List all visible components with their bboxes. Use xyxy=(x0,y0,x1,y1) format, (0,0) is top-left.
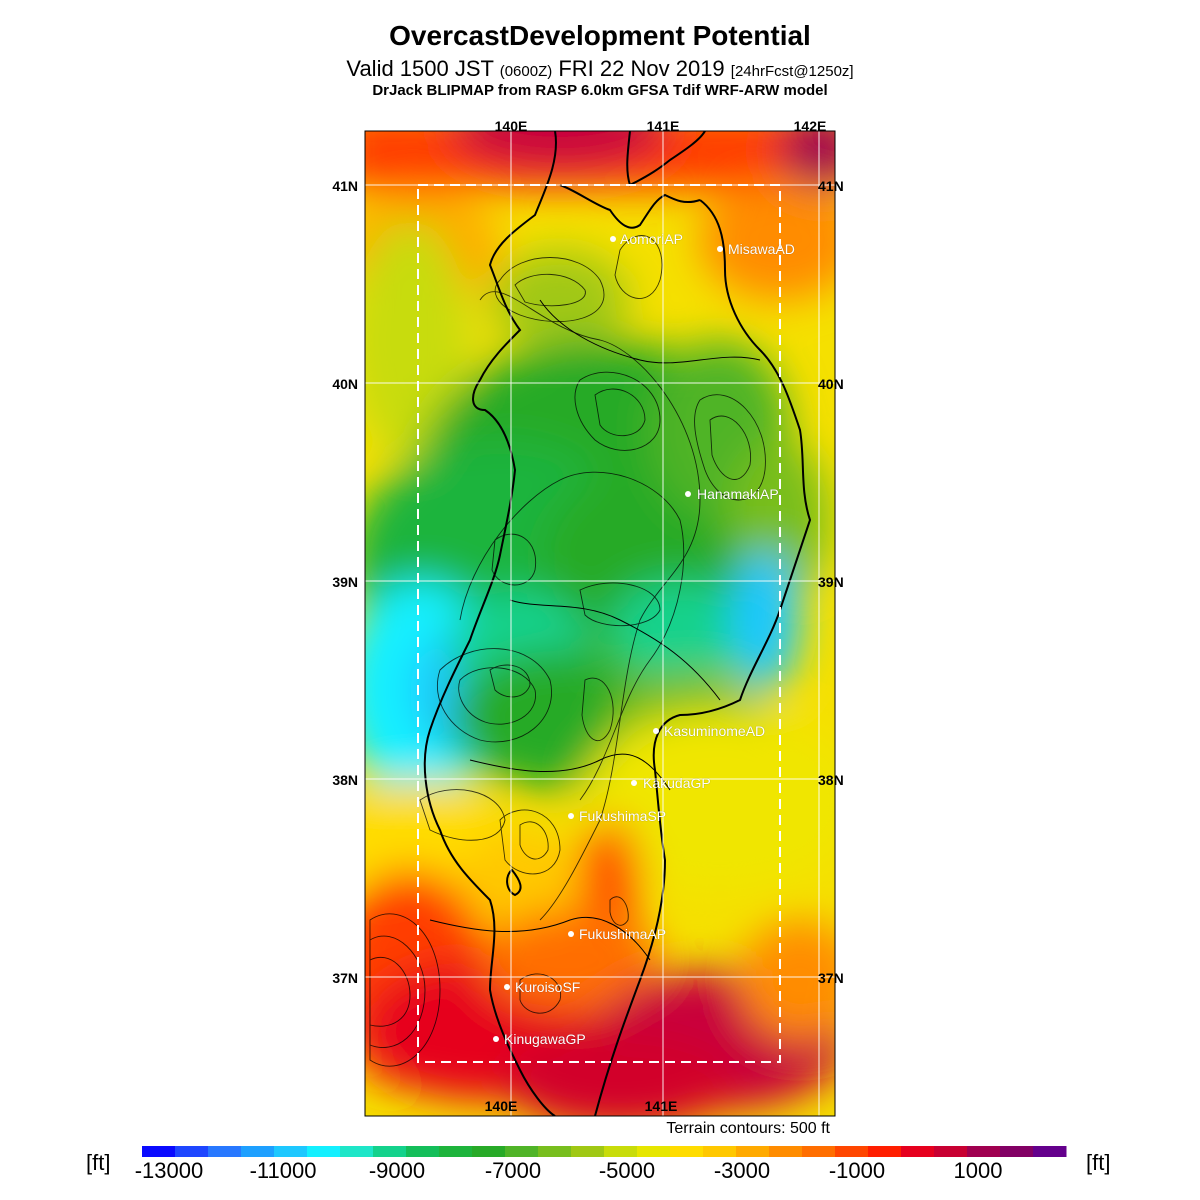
site-markers xyxy=(493,236,723,1042)
lon-label-140e-top: 140E xyxy=(494,118,528,134)
lon-label-140e-bottom: 140E xyxy=(484,1098,518,1114)
colorbar-swatch xyxy=(868,1146,902,1157)
legend-tick-label: -5000 xyxy=(598,1158,656,1183)
colorbar-swatch xyxy=(340,1146,374,1157)
colorbar-swatch xyxy=(439,1146,473,1157)
terrain-contour-note: Terrain contours: 500 ft xyxy=(666,1120,830,1137)
coastline xyxy=(423,131,812,1116)
marker-aomoriap xyxy=(610,236,616,242)
lat-label-37n-right: 37N xyxy=(818,970,844,986)
colorbar-swatch xyxy=(406,1146,440,1157)
colorbar-swatch xyxy=(1033,1146,1067,1157)
colorbar-swatch xyxy=(307,1146,341,1157)
marker-kuroisosf xyxy=(504,984,510,990)
colorbar-swatch xyxy=(1000,1146,1034,1157)
colorbar-swatch xyxy=(835,1146,869,1157)
lon-label-141e-bottom: 141E xyxy=(644,1098,678,1114)
map-title: OvercastDevelopment Potential xyxy=(389,20,811,51)
colorbar-swatch xyxy=(769,1146,803,1157)
map-frame xyxy=(364,130,836,1117)
marker-fukushimaap xyxy=(568,931,574,937)
colorbar xyxy=(142,1146,1067,1157)
lat-label-38n-left: 38N xyxy=(332,772,358,788)
colorbar-swatch xyxy=(670,1146,704,1157)
colorbar-swatch xyxy=(241,1146,275,1157)
valid-utc: (0600Z) xyxy=(499,63,553,80)
city-label-kakudagp: KakudaGP xyxy=(643,775,711,791)
inner-domain-box xyxy=(417,184,781,1063)
colorbar-swatch xyxy=(472,1146,506,1157)
city-label-kasuminomead: KasuminomeAD xyxy=(664,723,766,739)
legend-tick-label: -7000 xyxy=(484,1158,542,1183)
lon-label-141e-top: 141E xyxy=(646,118,680,134)
legend-unit-left: [ft] xyxy=(86,1150,111,1175)
legend-unit-right: [ft] xyxy=(1086,1150,1111,1175)
legend-tick-label: -9000 xyxy=(368,1158,426,1183)
marker-fukushimasp xyxy=(568,813,574,819)
marker-misawaad xyxy=(717,246,723,252)
lat-label-38n-right: 38N xyxy=(818,772,844,788)
colorbar-swatch xyxy=(604,1146,638,1157)
marker-hanamakiap xyxy=(685,491,691,497)
marker-kakudagp xyxy=(631,780,637,786)
legend-tick-label: -3000 xyxy=(713,1158,771,1183)
city-label-fukushimasp: FukushimaSP xyxy=(579,808,667,824)
colorbar-swatch xyxy=(802,1146,836,1157)
marker-kasuminomead xyxy=(653,728,659,734)
colorbar-swatch xyxy=(934,1146,968,1157)
city-label-misawaad: MisawaAD xyxy=(728,241,795,257)
colorbar-swatch xyxy=(505,1146,539,1157)
lat-label-40n-right: 40N xyxy=(818,376,844,392)
model-subtitle: DrJack BLIPMAP from RASP 6.0km GFSA Tdif… xyxy=(372,82,828,99)
lat-label-40n-left: 40N xyxy=(332,376,358,392)
colorbar-swatch xyxy=(175,1146,209,1157)
legend-tick-label: -13000 xyxy=(134,1158,204,1183)
city-label-aomoriap: AomoriAP xyxy=(620,231,684,247)
prefecture-lines xyxy=(429,299,761,961)
forecast-field xyxy=(365,131,835,1116)
city-label-kuroisosf: KuroisoSF xyxy=(515,979,581,995)
marker-kinugawagp xyxy=(493,1036,499,1042)
legend-tick-label: -11000 xyxy=(249,1158,317,1183)
legend-tick-label: -1000 xyxy=(828,1158,886,1183)
valid-main: Valid 1500 JST xyxy=(346,56,494,81)
lon-label-142e-top: 142E xyxy=(793,118,827,134)
lat-label-37n-left: 37N xyxy=(332,970,358,986)
colorbar-swatch xyxy=(538,1146,572,1157)
colorbar-swatch xyxy=(703,1146,737,1157)
colorbar-swatch xyxy=(637,1146,671,1157)
colorbar-swatch xyxy=(142,1146,176,1157)
lat-label-39n-left: 39N xyxy=(332,574,358,590)
colorbar-swatch xyxy=(373,1146,407,1157)
colorbar-swatch xyxy=(208,1146,242,1157)
lat-label-39n-right: 39N xyxy=(818,574,844,590)
legend-tick-label: 1000 xyxy=(953,1158,1003,1183)
valid-time-line: Valid 1500 JST (0600Z) FRI 22 Nov 2019 [… xyxy=(0,56,1200,82)
colorbar-swatch xyxy=(967,1146,1001,1157)
forecast-info: [24hrFcst@1250z] xyxy=(730,63,854,80)
terrain-contours xyxy=(369,235,766,1067)
colorbar-swatch xyxy=(571,1146,605,1157)
colorbar-swatch xyxy=(901,1146,935,1157)
colorbar-swatch xyxy=(736,1146,770,1157)
city-label-kinugawagp: KinugawaGP xyxy=(504,1031,586,1047)
lat-label-41n-right: 41N xyxy=(818,178,844,194)
valid-date: FRI 22 Nov 2019 xyxy=(558,56,725,81)
city-label-fukushimaap: FukushimaAP xyxy=(579,926,667,942)
colorbar-swatch xyxy=(274,1146,308,1157)
lat-label-41n-left: 41N xyxy=(332,178,358,194)
city-label-hanamakiap: HanamakiAP xyxy=(697,486,779,502)
